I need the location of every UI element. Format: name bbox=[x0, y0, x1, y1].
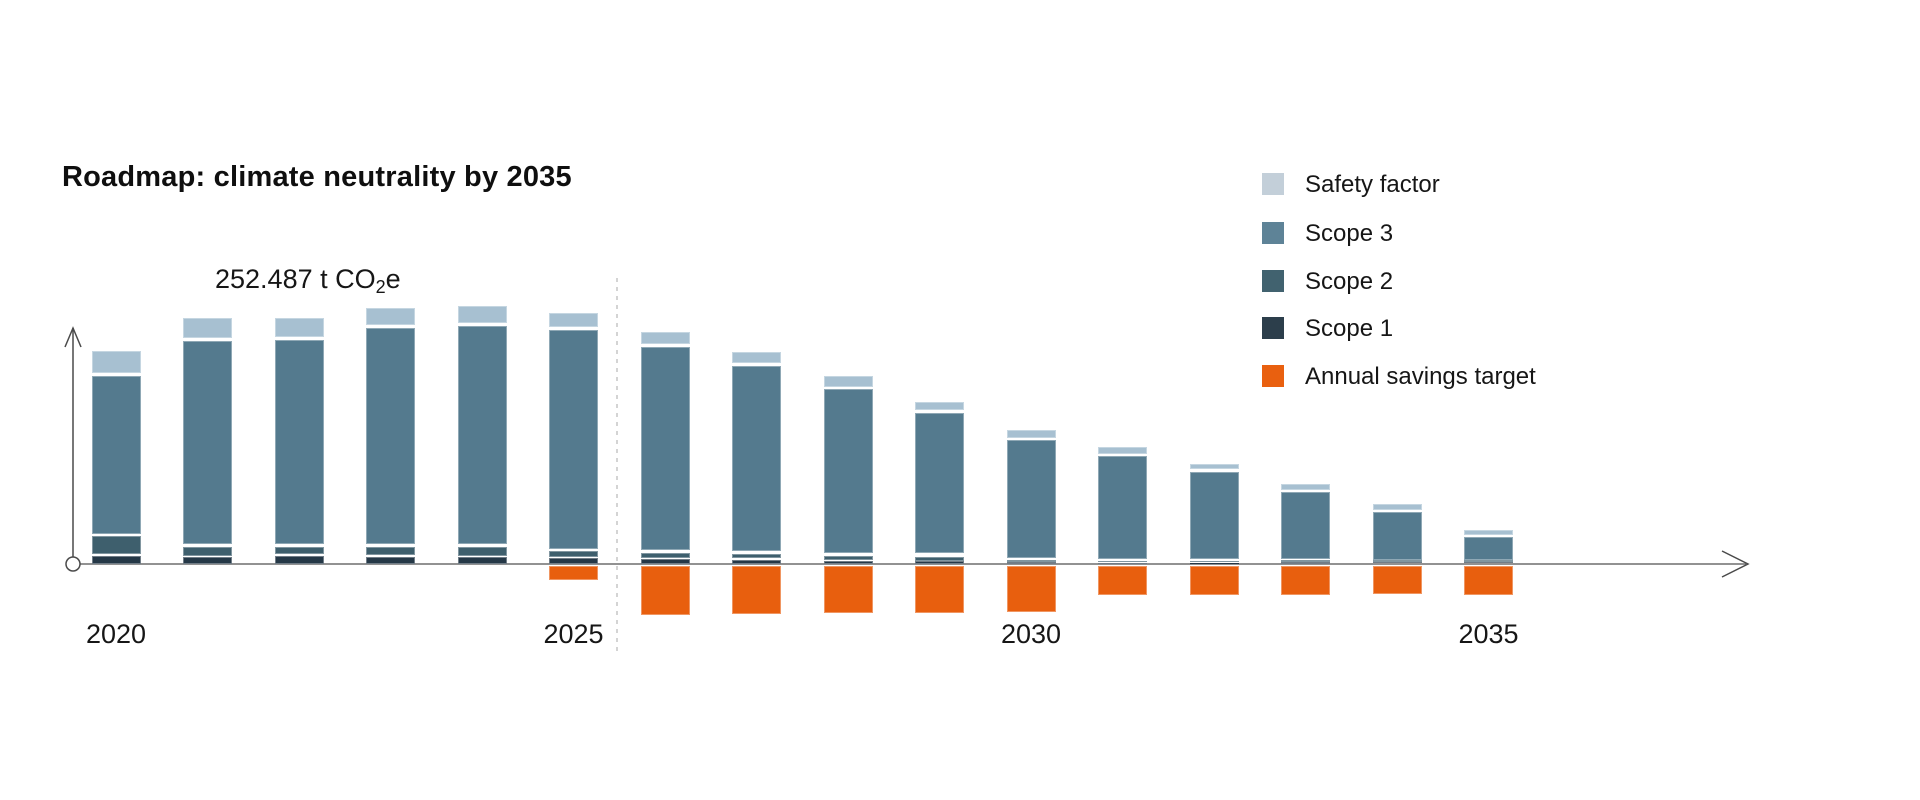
bar-2026-scope-3 bbox=[640, 347, 690, 550]
bar-2025-safety-factor bbox=[549, 312, 598, 327]
bar-2035-scope-2 bbox=[1464, 560, 1513, 562]
bar-2033-safety-factor bbox=[1281, 484, 1330, 490]
bar-2024-scope-3 bbox=[457, 326, 507, 544]
bar-2032-scope-3 bbox=[1189, 472, 1239, 559]
bar-2030-scope-2 bbox=[1006, 559, 1056, 562]
bar-2031-scope-3 bbox=[1098, 456, 1147, 559]
bar-2022-scope-2 bbox=[274, 546, 324, 554]
bar-2029-annual-savings-target bbox=[915, 566, 964, 613]
bar-2029-scope-1 bbox=[915, 561, 964, 564]
bar-2028-annual-savings-target bbox=[823, 566, 873, 613]
bar-2021-scope-3 bbox=[183, 340, 232, 544]
legend-label-scope-1: Scope 1 bbox=[1305, 315, 1394, 342]
y-axis-arrow-icon bbox=[64, 326, 82, 348]
bar-2026-scope-2 bbox=[640, 552, 690, 558]
bar-2033-scope-2 bbox=[1281, 559, 1330, 562]
bar-2025-annual-savings-target bbox=[549, 566, 598, 580]
bar-2030-scope-1 bbox=[1006, 562, 1056, 564]
bar-2026-annual-savings-target bbox=[640, 566, 690, 615]
legend-swatch-annual-savings-target bbox=[1262, 365, 1284, 387]
bar-2035-safety-factor bbox=[1464, 530, 1513, 535]
bar-2031-safety-factor bbox=[1098, 447, 1147, 454]
bar-2032-safety-factor bbox=[1189, 464, 1239, 469]
bar-2034-scope-2 bbox=[1372, 560, 1422, 562]
bar-2023-scope-3 bbox=[366, 328, 415, 544]
legend-label-safety-factor: Safety factor bbox=[1305, 171, 1440, 198]
bar-2028-safety-factor bbox=[823, 376, 873, 387]
x-axis-arrow-icon bbox=[1721, 550, 1750, 578]
bar-2029-scope-3 bbox=[915, 413, 964, 553]
x-axis-label-2035: 2035 bbox=[1458, 619, 1519, 649]
bar-2029-scope-2 bbox=[915, 556, 964, 561]
bar-2022-safety-factor bbox=[274, 318, 324, 337]
bar-2023-scope-1 bbox=[366, 557, 415, 564]
annotation-prefix: 252.487 t CO bbox=[215, 264, 376, 294]
bar-2033-scope-1 bbox=[1281, 562, 1330, 564]
annotation-suffix: e bbox=[385, 264, 401, 294]
bar-2025-scope-3 bbox=[549, 329, 598, 549]
bar-2033-annual-savings-target bbox=[1281, 566, 1330, 595]
bar-2034-annual-savings-target bbox=[1372, 566, 1422, 594]
bar-2028-scope-1 bbox=[823, 560, 873, 564]
bar-2032-annual-savings-target bbox=[1189, 566, 1239, 595]
x-axis-label-2030: 2030 bbox=[1000, 619, 1062, 649]
bar-2032-scope-1 bbox=[1189, 562, 1239, 564]
bar-2027-scope-3 bbox=[732, 366, 781, 551]
legend-swatch-scope-1 bbox=[1262, 317, 1284, 339]
bar-2027-annual-savings-target bbox=[732, 566, 781, 614]
bar-2023-scope-2 bbox=[366, 546, 415, 555]
origin-circle bbox=[65, 556, 81, 572]
legend-label-scope-2: Scope 2 bbox=[1305, 268, 1394, 295]
bar-2028-scope-3 bbox=[823, 388, 873, 553]
bar-2035-annual-savings-target bbox=[1464, 566, 1513, 595]
annotation-subscript: 2 bbox=[375, 277, 386, 297]
legend-swatch-safety-factor bbox=[1262, 173, 1284, 195]
bar-2031-scope-1 bbox=[1098, 562, 1147, 564]
peak-value-annotation: 252.487 t CO2e bbox=[215, 264, 401, 297]
bar-2021-scope-1 bbox=[183, 557, 232, 564]
bar-2024-safety-factor bbox=[457, 306, 507, 323]
x-axis-label-2020: 2020 bbox=[85, 619, 147, 649]
bar-2022-scope-1 bbox=[274, 556, 324, 564]
legend-label-scope-3: Scope 3 bbox=[1305, 220, 1394, 247]
bar-2034-scope-1 bbox=[1372, 562, 1422, 564]
legend-label-annual-savings-target: Annual savings target bbox=[1305, 363, 1536, 390]
bar-2026-safety-factor bbox=[640, 332, 690, 344]
bar-2024-scope-2 bbox=[457, 547, 507, 556]
bar-2020-scope-1 bbox=[91, 555, 141, 564]
bar-2026-scope-1 bbox=[640, 559, 690, 564]
bar-2024-scope-1 bbox=[457, 557, 507, 564]
chart-title: Roadmap: climate neutrality by 2035 bbox=[62, 161, 572, 193]
bar-2030-scope-3 bbox=[1006, 440, 1056, 558]
bar-2029-safety-factor bbox=[915, 402, 964, 410]
bar-2030-safety-factor bbox=[1006, 430, 1056, 438]
bar-2027-scope-2 bbox=[732, 553, 781, 558]
bar-2021-scope-2 bbox=[183, 547, 232, 556]
bar-2031-scope-2 bbox=[1098, 560, 1147, 562]
bar-2030-annual-savings-target bbox=[1006, 566, 1056, 612]
bar-2033-scope-3 bbox=[1281, 492, 1330, 559]
bar-2032-scope-2 bbox=[1189, 561, 1239, 563]
bar-2031-annual-savings-target bbox=[1098, 566, 1147, 595]
bar-2020-scope-3 bbox=[91, 375, 141, 534]
bar-2020-scope-2 bbox=[91, 536, 141, 554]
legend-swatch-scope-2 bbox=[1262, 270, 1284, 292]
bar-2025-scope-1 bbox=[549, 558, 598, 564]
x-axis-label-2025: 2025 bbox=[543, 619, 604, 649]
bar-2035-scope-1 bbox=[1464, 562, 1513, 564]
bar-2025-scope-2 bbox=[549, 550, 598, 557]
bar-2023-safety-factor bbox=[366, 308, 415, 325]
bar-2027-scope-1 bbox=[732, 559, 781, 564]
bar-2034-safety-factor bbox=[1372, 504, 1422, 510]
bar-2035-scope-3 bbox=[1464, 537, 1513, 560]
bar-2028-scope-2 bbox=[823, 556, 873, 560]
bar-2034-scope-3 bbox=[1372, 512, 1422, 560]
legend-swatch-scope-3 bbox=[1262, 222, 1284, 244]
bar-2021-safety-factor bbox=[183, 318, 232, 338]
bar-2027-safety-factor bbox=[732, 352, 781, 363]
bar-2020-safety-factor bbox=[91, 351, 141, 373]
bar-2022-scope-3 bbox=[274, 340, 324, 544]
